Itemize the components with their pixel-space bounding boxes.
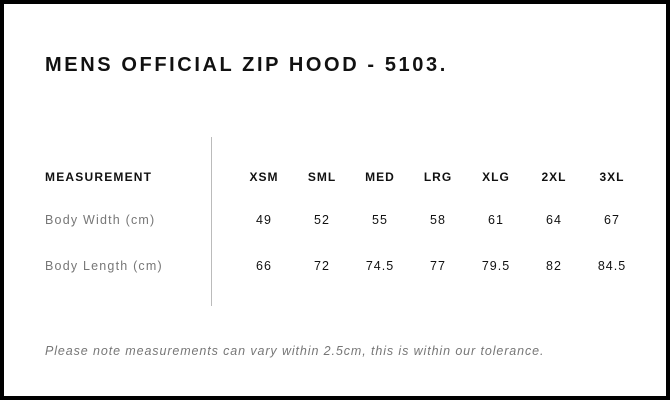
size-header-sml: SML — [307, 170, 337, 184]
table-cell: 84.5 — [597, 259, 627, 273]
header-measurement: MEASUREMENT — [45, 170, 153, 184]
table-cell: 79.5 — [481, 259, 511, 273]
table-cell: 64 — [546, 213, 562, 227]
table-cell: 49 — [256, 213, 272, 227]
size-header-2xl: 2XL — [541, 170, 567, 184]
table-cell: 58 — [430, 213, 446, 227]
table-cell: 72 — [314, 259, 330, 273]
table-cell: 55 — [372, 213, 388, 227]
size-chart: MENS OFFICIAL ZIP HOOD - 5103. Please no… — [4, 4, 666, 396]
table-cell: 66 — [256, 259, 272, 273]
row-label: Body Length (cm) — [45, 259, 163, 273]
tolerance-note: Please note measurements can vary within… — [45, 344, 545, 358]
table-cell: 61 — [488, 213, 504, 227]
page-title: MENS OFFICIAL ZIP HOOD - 5103. — [45, 54, 448, 76]
size-header-3xl: 3XL — [599, 170, 625, 184]
size-header-xlg: XLG — [482, 170, 510, 184]
table-cell: 74.5 — [365, 259, 395, 273]
table-cell: 77 — [430, 259, 446, 273]
size-header-lrg: LRG — [423, 170, 453, 184]
table-cell: 82 — [546, 259, 562, 273]
column-divider — [211, 137, 212, 306]
size-header-med: MED — [365, 170, 395, 184]
row-label: Body Width (cm) — [45, 213, 156, 227]
table-cell: 52 — [314, 213, 330, 227]
table-cell: 67 — [604, 213, 620, 227]
size-header-xsm: XSM — [249, 170, 279, 184]
